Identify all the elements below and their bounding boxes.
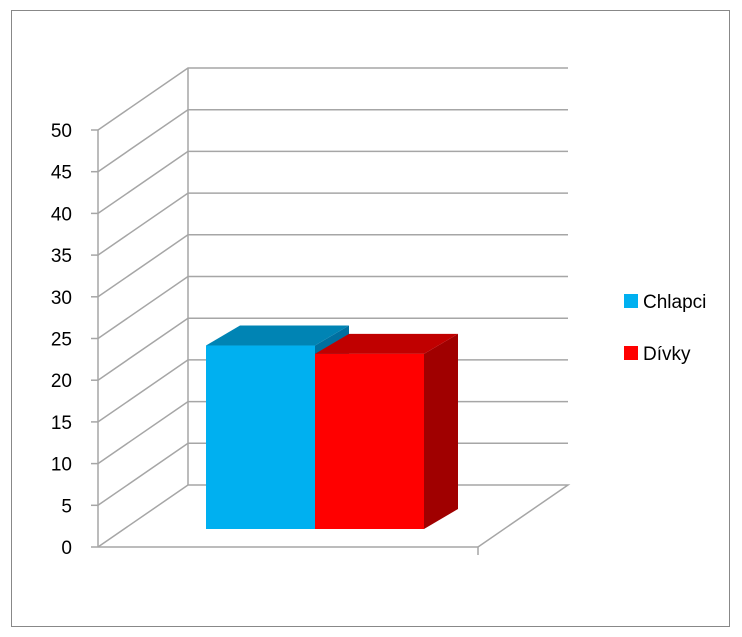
gridline: [97, 108, 568, 173]
gridline: [97, 317, 568, 381]
y-tick-label: 50: [51, 121, 72, 142]
y-tick-label: 30: [51, 288, 72, 309]
gridline: [97, 234, 568, 298]
legend: Chlapci Dívky: [624, 292, 706, 365]
y-tick-label: 40: [51, 204, 72, 225]
y-tick-label: 25: [51, 330, 72, 351]
y-tick-label: 45: [51, 163, 72, 184]
legend-label-1: Dívky: [643, 344, 691, 365]
y-tick-label: 15: [51, 413, 72, 434]
y-tick-label: 10: [51, 455, 72, 476]
bar-top-0: [206, 325, 349, 346]
gridline: [97, 192, 568, 256]
bar-1: [315, 353, 424, 529]
y-tick-label: 0: [61, 538, 72, 559]
y-tick-label: 5: [61, 496, 72, 517]
legend-swatch-1: [624, 346, 638, 360]
y-tick-label: 20: [51, 371, 72, 392]
gridline: [97, 275, 568, 340]
y-tick-label: 35: [51, 246, 72, 267]
bar-side-1: [424, 333, 458, 529]
bar-0: [206, 345, 315, 529]
legend-label-0: Chlapci: [643, 292, 706, 313]
y-axis-tick-labels: 0 5 10 15 20 25 30 35 40 45 50: [51, 121, 72, 559]
gridline: [97, 150, 568, 215]
bars: [206, 325, 458, 529]
bar-top-1: [315, 333, 458, 354]
legend-swatch-0: [624, 294, 638, 308]
gridline: [97, 67, 568, 131]
